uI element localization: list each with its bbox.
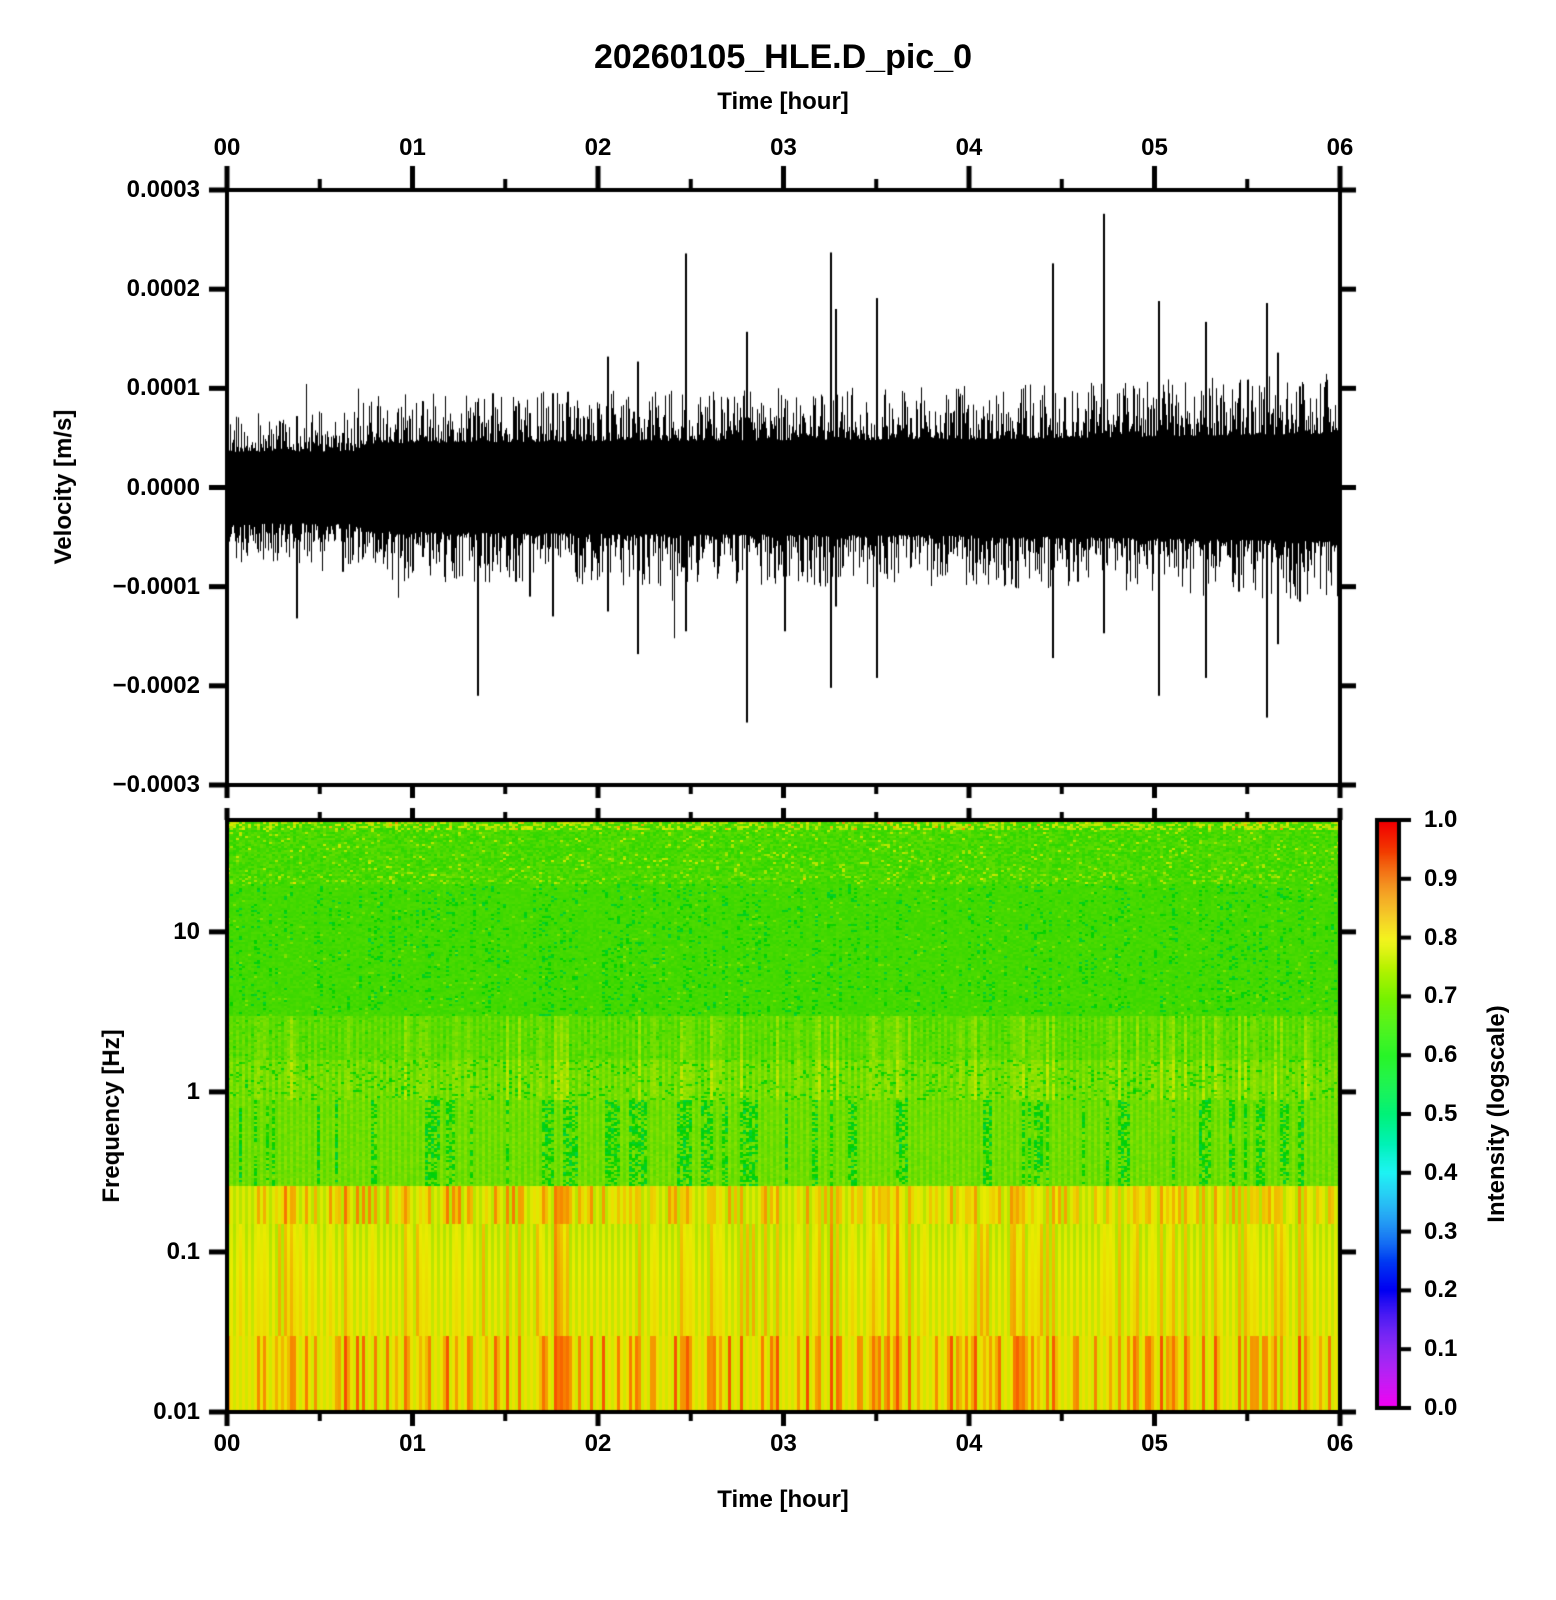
waveform-x-tick-label: 05 <box>1141 134 1168 161</box>
colorbar-tick-label: 0.8 <box>1424 923 1458 951</box>
bottom-time-axis-title: Time [hour] <box>717 1486 849 1513</box>
spectrogram-y-tick-label: 0.1 <box>166 1237 200 1265</box>
waveform-x-tick-label: 01 <box>399 134 426 161</box>
spectrogram-x-tick-label: 01 <box>399 1430 426 1457</box>
colorbar-tick-label: 0.1 <box>1424 1335 1458 1363</box>
spectrogram-x-tick-label: 03 <box>770 1430 797 1457</box>
spectrogram-x-tick-label: 05 <box>1141 1430 1168 1457</box>
colorbar-tick-label: 0.2 <box>1424 1276 1458 1304</box>
frequency-axis-label: Frequency [Hz] <box>98 1029 125 1203</box>
spectrogram-y-tick-label: 0.01 <box>153 1398 200 1425</box>
waveform-y-tick-label: −0.0003 <box>112 771 200 798</box>
colorbar-tick-label: 0.4 <box>1424 1158 1458 1186</box>
waveform-x-tick-label: 02 <box>584 134 612 161</box>
waveform-y-tick-label: 0.0000 <box>126 473 200 501</box>
waveform-y-tick-label: 0.0001 <box>126 374 200 402</box>
spectrogram-y-tick-label: 1 <box>186 1077 200 1105</box>
colorbar-tick-label: 1.0 <box>1424 806 1458 833</box>
spectrogram-y-tick-label: 10 <box>173 917 200 945</box>
waveform-y-tick-label: 0.0003 <box>126 176 200 203</box>
colorbar-tick-label: 0.5 <box>1424 1100 1458 1127</box>
spectrogram-x-tick-label: 00 <box>213 1430 241 1457</box>
top-time-axis-title: Time [hour] <box>717 88 849 115</box>
spectrogram-x-tick-label: 04 <box>955 1430 983 1457</box>
waveform-y-tick-label: 0.0002 <box>126 275 200 303</box>
chart-title: 20260105_HLE.D_pic_0 <box>593 38 973 76</box>
intensity-colorbar-label: Intensity (logscale) <box>1483 1005 1510 1223</box>
waveform-y-tick-label: −0.0001 <box>112 572 200 600</box>
colorbar-tick-label: 0.6 <box>1424 1041 1458 1069</box>
waveform-x-tick-label: 04 <box>955 134 983 161</box>
colorbar-tick-label: 0.9 <box>1424 864 1458 892</box>
waveform-y-tick-label: −0.0002 <box>112 671 200 699</box>
colorbar-tick-label: 0.3 <box>1424 1217 1458 1245</box>
waveform-x-tick-label: 03 <box>770 134 797 161</box>
spectrogram-x-tick-label: 02 <box>584 1430 612 1457</box>
colorbar-tick-label: 0.0 <box>1424 1394 1458 1421</box>
waveform-x-tick-label: 00 <box>213 134 241 161</box>
waveform-x-tick-label: 06 <box>1326 134 1354 161</box>
colorbar-tick-label: 0.7 <box>1424 982 1458 1010</box>
spectrogram-x-tick-label: 06 <box>1326 1430 1354 1457</box>
